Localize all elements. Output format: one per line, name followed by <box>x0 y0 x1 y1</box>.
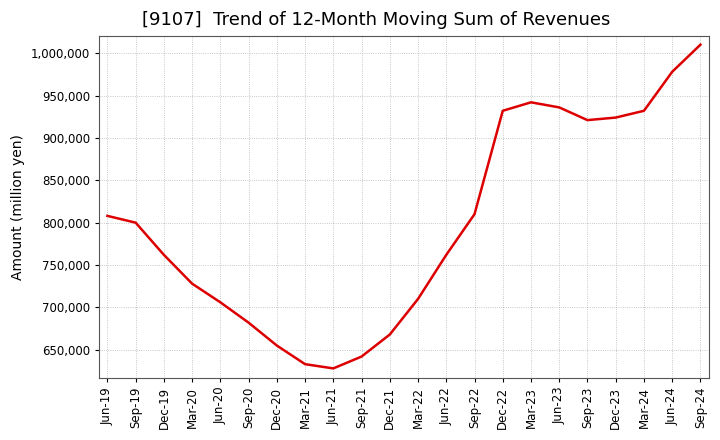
Text: [9107]  Trend of 12-Month Moving Sum of Revenues: [9107] Trend of 12-Month Moving Sum of R… <box>142 11 610 29</box>
Y-axis label: Amount (million yen): Amount (million yen) <box>11 134 25 280</box>
